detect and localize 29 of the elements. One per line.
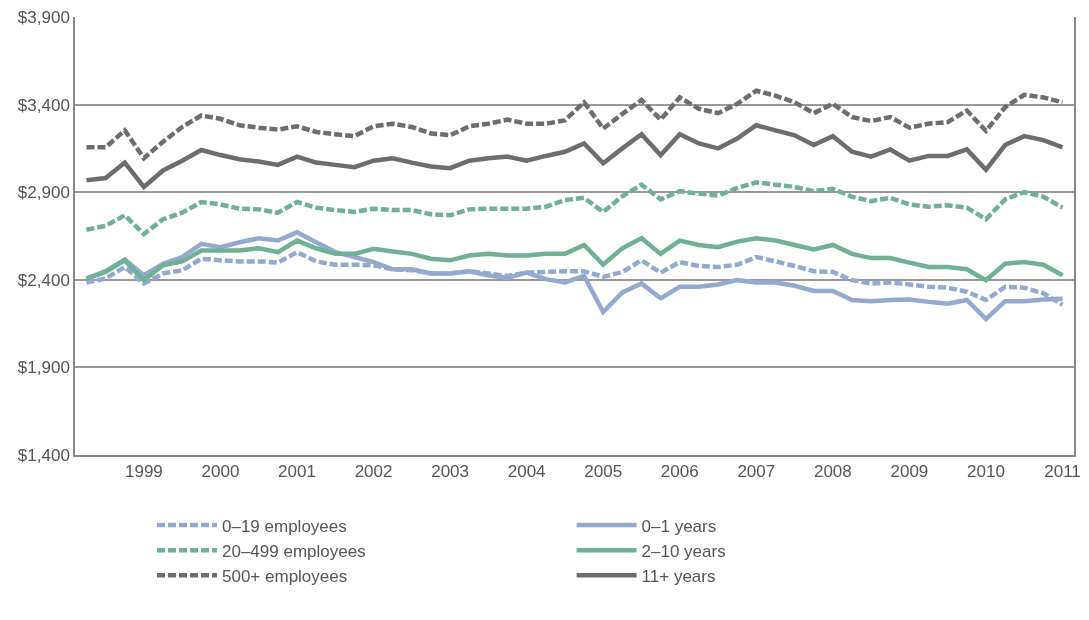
y-tick-label: $1,900: [17, 358, 70, 378]
line-series: [84, 88, 1065, 161]
x-tick-label: 2004: [507, 462, 546, 482]
x-tick-label: 2001: [278, 462, 316, 482]
y-tick-label: $2,900: [17, 183, 70, 203]
y-tick-label: $3,400: [17, 95, 70, 115]
y-tick-label: $1,400: [17, 445, 70, 465]
x-tick-label: 2002: [354, 462, 393, 482]
line-series: [84, 123, 1065, 190]
x-tick-label: 2007: [737, 462, 776, 482]
x-tick-label: 2008: [813, 462, 852, 482]
x-tick-label: 1999: [124, 462, 163, 482]
legend-label: 0–1 years: [641, 516, 717, 536]
x-tick-label: 2009: [890, 462, 929, 482]
legend-label: 11+ years: [641, 566, 716, 586]
x-tick-label: 2011: [1044, 462, 1081, 482]
x-tick-label: 2003: [431, 462, 470, 482]
y-tick-label: $2,400: [17, 270, 70, 290]
x-tick-label: 2000: [201, 462, 240, 482]
line-series: [84, 180, 1065, 237]
legend-label: 20–499 employees: [222, 541, 366, 561]
x-tick-label: 2005: [584, 462, 623, 482]
legend-label: 0–19 employees: [222, 516, 347, 536]
y-tick-label: $3,900: [17, 7, 70, 27]
x-tick-label: 2006: [660, 462, 699, 482]
line-series: [84, 236, 1065, 283]
legend-label: 2–10 years: [641, 541, 726, 561]
legend-label: 500+ employees: [222, 566, 348, 586]
x-tick-label: 2010: [967, 462, 1005, 482]
